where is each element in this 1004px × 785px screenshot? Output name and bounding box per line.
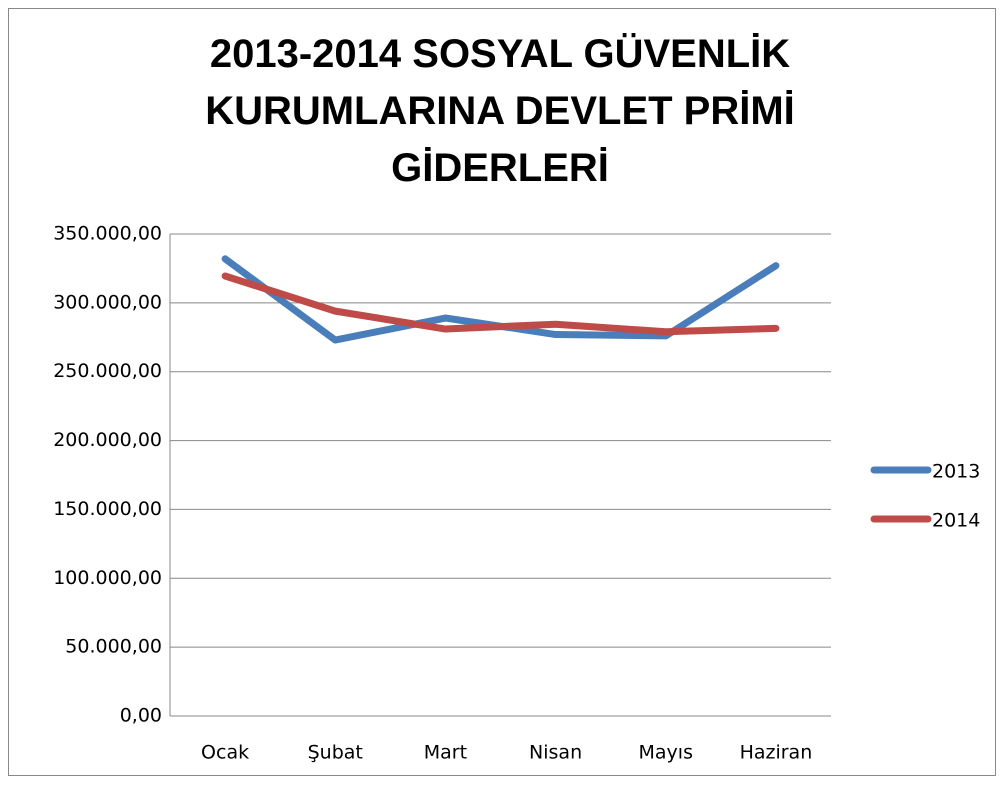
y-tick-label: 150.000,00 — [53, 498, 162, 520]
chart-border — [8, 8, 996, 776]
legend-label: 2013 — [932, 461, 980, 483]
y-tick-label: 100.000,00 — [53, 567, 162, 589]
chart-title: 2013-2014 SOSYAL GÜVENLİK KURUMLARINA DE… — [205, 32, 795, 190]
x-tick-label: Mayıs — [639, 742, 693, 764]
x-tick-label: Nisan — [529, 742, 582, 764]
legend-label: 2014 — [932, 510, 980, 532]
y-tick-label: 300.000,00 — [53, 291, 162, 313]
y-tick-label: 200.000,00 — [53, 429, 162, 451]
x-tick-label: Mart — [424, 742, 467, 764]
x-tick-label: Şubat — [308, 742, 363, 764]
x-tick-label: Haziran — [740, 742, 813, 764]
y-tick-label: 50.000,00 — [65, 636, 162, 658]
y-tick-label: 350.000,00 — [53, 223, 162, 245]
series-line — [221, 272, 780, 336]
y-tick-label: 250.000,00 — [53, 360, 162, 382]
y-tick-label: 0,00 — [120, 705, 162, 727]
x-tick-label: Ocak — [201, 742, 249, 764]
